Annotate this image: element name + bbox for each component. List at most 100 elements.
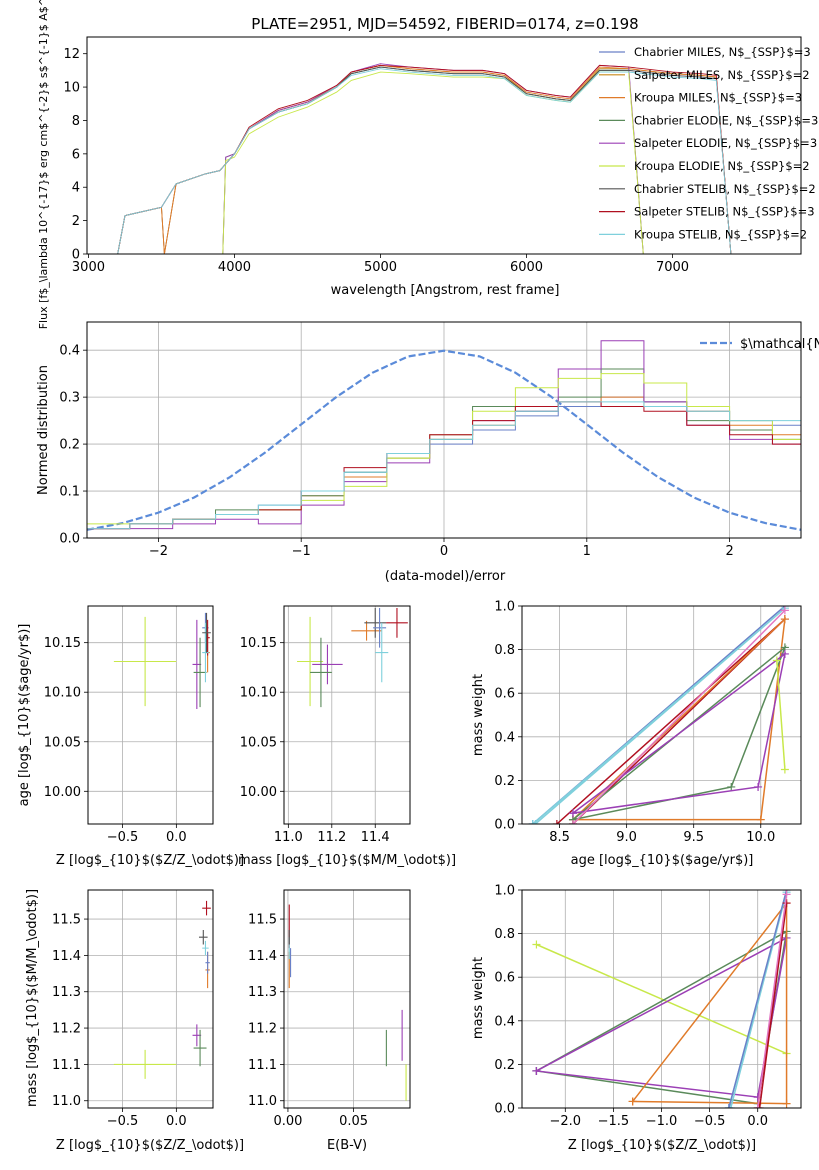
x-tick-label: 8.5 (549, 830, 570, 845)
y-tick-label: 12 (63, 47, 80, 62)
age-vs-z-frame (87, 605, 214, 825)
series-line (728, 890, 788, 1108)
legend-label: Kroupa STELIB, N$_{SSP}$=2 (634, 227, 807, 241)
y-tick-label: 11.0 (52, 1094, 81, 1109)
age-vs-z-panel: Z [log$_{10}$($Z/Z_\odot$)] age [log$_{1… (17, 605, 244, 868)
x-tick-label: 9.5 (683, 830, 704, 845)
x-tick-label: −0.5 (694, 1114, 726, 1129)
y-tick-label: 0.8 (494, 927, 515, 942)
age-vs-mass-points (297, 607, 408, 708)
y-tick-label: 0.2 (59, 438, 80, 453)
y-tick-label: 0.4 (494, 1014, 515, 1029)
spectrum-title: PLATE=2951, MJD=54592, FIBERID=0174, z=0… (251, 15, 638, 33)
age-vs-mass-xlabel: mass [log$_{10}$($M/M_\odot$)] (238, 853, 456, 868)
x-tick-label: 11.2 (317, 830, 346, 845)
age-vs-mass-grid (284, 606, 410, 824)
x-tick-label: 10.0 (746, 830, 775, 845)
residual-frame (86, 321, 802, 539)
legend-label: Kroupa ELODIE, N$_{SSP}$=2 (634, 159, 810, 173)
series-marker (568, 820, 577, 824)
series-marker (552, 820, 561, 824)
y-tick-label: 0.2 (494, 774, 515, 789)
errorbar-point (113, 616, 177, 707)
legend-label: Chabrier MILES, N$_{SSP}$=3 (634, 45, 811, 59)
series-marker (528, 820, 537, 824)
mass-vs-z-panel: Z [log$_{10}$($Z/Z_\odot$)] mass [log$_{… (25, 889, 244, 1153)
weight-vs-age-frame (521, 605, 802, 825)
age-vs-z-points (113, 612, 211, 710)
x-tick-label: 9.0 (616, 830, 637, 845)
spectrum-ylabel: Flux [f$_\lambda 10^{-17}$ erg cm$^{-2}$… (37, 0, 50, 329)
age-vs-mass-ticks: 11.0 11.2 11.4 10.00 10.05 10.10 10.15 (240, 636, 390, 845)
mass-vs-z-frame (87, 889, 214, 1109)
weight-vs-z-frame (521, 889, 802, 1109)
errorbar-point (198, 929, 208, 945)
errorbar-point (351, 620, 382, 641)
weight-vs-age-ticks: 8.5 9.0 9.5 10.0 0.0 0.2 0.4 0.6 0.8 1.0 (494, 600, 775, 846)
weight-vs-z-panel: Z [log$_{10}$($Z/Z_\odot$)] mass weight … (471, 884, 802, 1153)
x-tick-label: 0.00 (273, 1114, 302, 1129)
series-marker (782, 899, 791, 908)
weight-vs-z-xlabel: Z [log$_{10}$($Z/Z_\odot$)] (568, 1138, 756, 1153)
series-line (536, 943, 787, 1055)
y-tick-label: 11.1 (52, 1058, 81, 1073)
residual-series (87, 340, 801, 531)
y-tick-label: 11.3 (52, 985, 81, 1000)
y-tick-label: 0.3 (59, 391, 80, 406)
series-marker (727, 782, 736, 791)
errorbar-point (373, 607, 387, 648)
x-tick-label: −0.5 (107, 830, 139, 845)
mass-vs-z-ticks: −0.5 0.0 11.0 11.1 11.2 11.3 11.4 11.5 (52, 913, 187, 1129)
y-tick-label: 10.10 (240, 686, 277, 701)
y-tick-label: 10 (63, 81, 80, 96)
y-tick-label: 11.5 (248, 913, 277, 928)
legend-label: Salpeter MILES, N$_{SSP}$=2 (634, 68, 810, 82)
y-tick-label: 10.05 (240, 735, 277, 750)
series-marker (782, 1099, 791, 1108)
y-tick-label: 11.3 (248, 985, 277, 1000)
weight-vs-z-series (532, 890, 791, 1108)
series-marker (568, 809, 577, 818)
series-marker (531, 820, 540, 824)
weight-vs-age-series (528, 606, 789, 824)
mass-vs-ebv-frame (283, 889, 411, 1109)
y-tick-label: 2 (72, 214, 80, 229)
residual-legend: $\mathcal{N}(0,1)$ (700, 337, 819, 352)
series-marker (780, 649, 789, 658)
legend-label: Kroupa MILES, N$_{SSP}$=3 (634, 91, 802, 105)
age-vs-z-ylabel: age [log$_{10}$($age/yr$)] (17, 624, 32, 807)
errorbar-point (375, 622, 389, 683)
y-tick-label: 0.4 (494, 730, 515, 745)
spectrum-legend: Chabrier MILES, N$_{SSP}$=3 Salpeter MILE… (599, 45, 818, 241)
spectrum-ticks: 3000 4000 5000 6000 7000 0 2 4 6 8 10 12 (63, 47, 689, 275)
mass-vs-ebv-xlabel: E(B-V) (327, 1138, 367, 1153)
x-tick-label: 1 (583, 544, 591, 559)
series-line (776, 660, 786, 770)
y-tick-label: 10.10 (44, 686, 81, 701)
errorbar-point (297, 616, 324, 707)
series-line (632, 900, 788, 1105)
series-marker (756, 815, 765, 824)
errorbar-point (312, 644, 343, 685)
age-vs-z-ticks: −0.5 0.0 10.00 10.05 10.10 10.15 (44, 636, 187, 845)
weight-vs-age-xlabel: age [log$_{10}$($age/yr$)] (571, 853, 754, 868)
y-tick-label: 0.6 (494, 971, 515, 986)
legend-label: $\mathcal{N}(0,1)$ (740, 337, 819, 352)
x-tick-label: 6000 (510, 260, 543, 275)
x-tick-label: 0.0 (747, 1114, 768, 1129)
y-tick-label: 0.2 (494, 1058, 515, 1073)
legend-label: Chabrier ELODIE, N$_{SSP}$=3 (634, 113, 818, 127)
series-marker (628, 1097, 637, 1106)
mass-vs-ebv-grid (284, 890, 410, 1108)
y-tick-label: 0.0 (494, 1102, 515, 1117)
mass-vs-z-ylabel: mass [log$_{10}$($M/M_\odot$)] (25, 889, 40, 1107)
x-tick-label: −1.5 (598, 1114, 630, 1129)
y-tick-label: 8 (72, 114, 80, 129)
x-tick-label: 3000 (72, 260, 105, 275)
mass-vs-z-points (113, 900, 211, 1079)
y-tick-label: 11.2 (248, 1022, 277, 1037)
series-marker (782, 890, 791, 899)
x-tick-label: −1 (292, 544, 311, 559)
spectrum-frame (86, 36, 802, 255)
